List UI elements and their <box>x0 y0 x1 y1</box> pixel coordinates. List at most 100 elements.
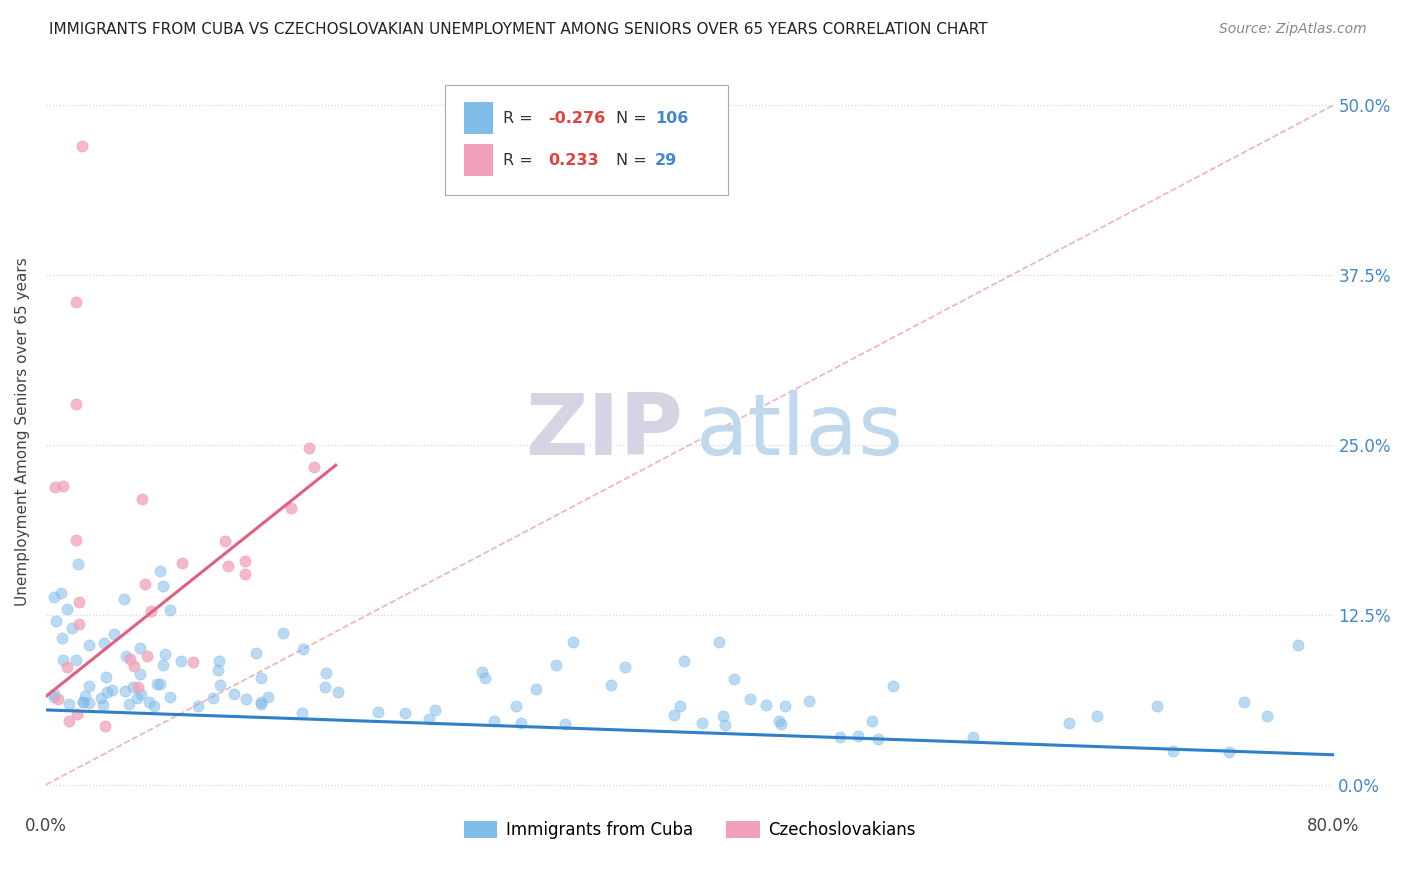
Point <box>233 566 256 581</box>
Point <box>690 715 713 730</box>
Point <box>768 714 790 729</box>
Point <box>314 680 336 694</box>
Point <box>505 699 527 714</box>
Point <box>828 730 851 744</box>
Point <box>326 684 349 698</box>
Point <box>524 682 547 697</box>
Point <box>65 653 87 667</box>
Point <box>60 621 83 635</box>
Point <box>94 719 117 733</box>
Point <box>65 707 87 722</box>
Point <box>129 641 152 656</box>
Point <box>1146 698 1168 713</box>
Point <box>65 295 87 310</box>
Text: atlas: atlas <box>696 390 904 473</box>
Point <box>77 638 100 652</box>
Point <box>129 687 152 701</box>
Point <box>723 673 745 687</box>
Bar <box>464 103 492 135</box>
Point <box>77 696 100 710</box>
Point <box>42 690 65 704</box>
Point <box>55 660 77 674</box>
Point <box>773 698 796 713</box>
Point <box>846 729 869 743</box>
Point <box>94 670 117 684</box>
Point <box>51 631 73 645</box>
Point <box>291 706 314 720</box>
Point <box>42 590 65 604</box>
Point <box>714 718 737 732</box>
Point <box>70 138 93 153</box>
Point <box>129 667 152 681</box>
Point <box>298 441 321 455</box>
Text: IMMIGRANTS FROM CUBA VS CZECHOSLOVAKIAN UNEMPLOYMENT AMONG SENIORS OVER 65 YEARS: IMMIGRANTS FROM CUBA VS CZECHOSLOVAKIAN … <box>49 22 988 37</box>
Point <box>118 697 141 711</box>
Point <box>738 692 761 706</box>
Text: R =: R = <box>503 111 538 126</box>
Point <box>257 690 280 704</box>
Point <box>67 595 90 609</box>
Point <box>860 714 883 728</box>
Point <box>1161 744 1184 758</box>
Point <box>662 707 685 722</box>
Point <box>100 683 122 698</box>
Point <box>1085 708 1108 723</box>
Point <box>599 678 621 692</box>
Point <box>46 692 69 706</box>
Point <box>962 730 984 744</box>
Point <box>52 653 75 667</box>
Point <box>152 578 174 592</box>
Point <box>245 646 267 660</box>
Point <box>135 649 157 664</box>
Point <box>187 699 209 714</box>
Point <box>138 695 160 709</box>
Point <box>250 697 273 711</box>
Point <box>315 666 337 681</box>
Point <box>484 714 506 728</box>
Point <box>152 658 174 673</box>
Point <box>159 603 181 617</box>
Point <box>423 703 446 717</box>
Point <box>613 660 636 674</box>
Point <box>122 680 145 694</box>
Point <box>209 678 232 692</box>
Point <box>217 559 239 574</box>
Point <box>118 652 141 666</box>
Point <box>149 564 172 578</box>
Text: N =: N = <box>616 153 652 168</box>
Point <box>544 657 567 672</box>
Point <box>66 557 89 571</box>
Point <box>93 636 115 650</box>
Point <box>145 677 167 691</box>
Point <box>122 659 145 673</box>
Point <box>42 687 65 701</box>
Point <box>143 698 166 713</box>
Point <box>72 695 94 709</box>
Text: R =: R = <box>503 153 538 168</box>
Text: ZIP: ZIP <box>526 390 683 473</box>
Point <box>45 614 67 628</box>
Point <box>159 690 181 705</box>
Point <box>1218 745 1240 759</box>
Point <box>172 557 194 571</box>
Text: 29: 29 <box>655 153 678 168</box>
Point <box>207 663 229 677</box>
Point <box>69 617 91 632</box>
Bar <box>464 145 492 177</box>
Point <box>249 672 271 686</box>
Point <box>868 731 890 746</box>
Point <box>169 654 191 668</box>
Point <box>155 648 177 662</box>
Point <box>882 680 904 694</box>
Point <box>114 684 136 698</box>
Point <box>1057 715 1080 730</box>
FancyBboxPatch shape <box>446 85 728 195</box>
Text: N =: N = <box>616 111 652 126</box>
Point <box>134 577 156 591</box>
Point <box>755 698 778 712</box>
Point <box>181 655 204 669</box>
Text: 106: 106 <box>655 111 689 126</box>
Point <box>149 677 172 691</box>
Point <box>91 698 114 712</box>
Point <box>127 690 149 705</box>
